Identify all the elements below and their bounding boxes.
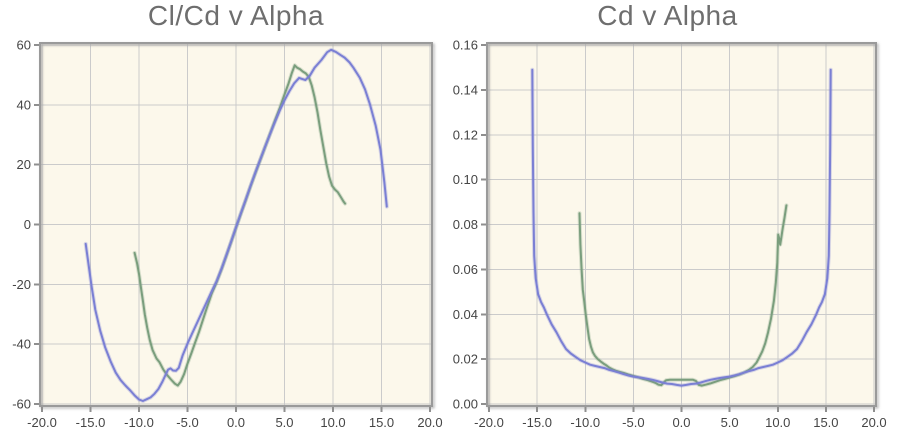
- y-tick-label: 0.08: [453, 217, 478, 232]
- x-axis-tick-labels: -20.0 -15.0 -10.0 -5.0 0.0 5.0 10.0 15.0 20.0: [474, 415, 886, 430]
- plot-border: [39, 42, 433, 407]
- x-tick-label: -10.0: [124, 415, 154, 430]
- x-tick-label: 15.0: [369, 415, 394, 430]
- series-lines: [83, 47, 389, 403]
- y-tick-label: 0.02: [453, 352, 478, 367]
- y-tick-label: 0: [24, 217, 31, 232]
- y-tick-label: 0.00: [453, 397, 478, 412]
- y-tick-label: 0.12: [453, 127, 478, 142]
- x-tick-label: -10.0: [570, 415, 600, 430]
- x-tick-label: 0.0: [672, 415, 690, 430]
- y-tick-label: 0.06: [453, 262, 478, 277]
- x-tick-label: 10.0: [765, 415, 790, 430]
- y-tick-label: 0.14: [453, 82, 478, 97]
- x-tick-label: -5.0: [622, 415, 644, 430]
- x-tick-label: 20.0: [417, 415, 442, 430]
- y-tick-label: -60: [12, 397, 31, 412]
- gridlines: [40, 43, 432, 406]
- x-tick-label: 20.0: [861, 415, 886, 430]
- x-axis-tick-labels: -20.0 -15.0 -10.0 -5.0 0.0 5.0 10.0 15.0 20.0: [27, 415, 442, 430]
- tick-marks: [34, 44, 431, 412]
- chart-panel-cd-v-alpha: Cd v Alpha -20.0 -15.0 -10.0 -5.0 0.0 5.0 10.0…: [449, 0, 898, 444]
- cd-blue-line: [531, 68, 832, 387]
- clcd-blue-line: [84, 48, 388, 402]
- y-axis-tick-labels: 0.16 0.14 0.12 0.10 0.08 0.06 0.04 0.02 0.00: [453, 38, 478, 412]
- x-tick-label: 0.0: [227, 415, 245, 430]
- clcd-v-alpha-plot: -20.0 -15.0 -10.0 -5.0 0.0 5.0 10.0 15.0 20.0 60 4…: [12, 38, 442, 431]
- y-tick-label: 60: [17, 38, 31, 53]
- y-tick-label: 0.04: [453, 307, 478, 322]
- x-tick-label: 5.0: [275, 415, 293, 430]
- chart-title-cd-v-alpha: Cd v Alpha: [597, 0, 738, 31]
- series-lines: [530, 67, 833, 388]
- x-tick-label: 15.0: [813, 415, 838, 430]
- y-axis-tick-labels: 60 40 20 0 -20 -40 -60: [12, 38, 31, 412]
- gridlines: [487, 43, 876, 406]
- y-tick-label: 40: [17, 97, 31, 112]
- chart-title-clcd-v-alpha: Cl/Cd v Alpha: [147, 0, 325, 31]
- plot-border: [486, 42, 877, 407]
- y-tick-label: -20: [12, 277, 31, 292]
- cd-green-line: [578, 204, 788, 387]
- y-tick-label: 0.16: [453, 38, 478, 53]
- x-tick-label: -20.0: [474, 415, 504, 430]
- x-tick-label: -5.0: [176, 415, 198, 430]
- y-tick-label: 0.10: [453, 172, 478, 187]
- x-tick-label: -15.0: [522, 415, 552, 430]
- cd-v-alpha-plot: -20.0 -15.0 -10.0 -5.0 0.0 5.0 10.0 15.0 20.0 0.1…: [453, 38, 887, 431]
- x-tick-label: 5.0: [721, 415, 739, 430]
- x-tick-label: -20.0: [27, 415, 57, 430]
- tick-marks: [481, 44, 875, 412]
- x-tick-label: -15.0: [76, 415, 106, 430]
- chart-panel-clcd-v-alpha: Cl/Cd v Alpha -20.0 -15.0 -10.0 -5.0 0.0 5.0 1…: [12, 0, 442, 431]
- x-tick-label: 10.0: [320, 415, 345, 430]
- y-tick-label: 20: [17, 157, 31, 172]
- y-tick-label: -40: [12, 337, 31, 352]
